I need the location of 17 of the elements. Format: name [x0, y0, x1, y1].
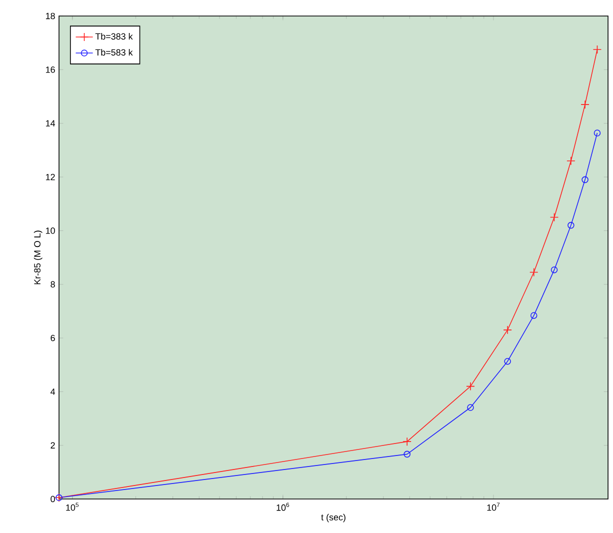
- y-tick-label: 14: [46, 120, 56, 126]
- y-tick-label: 0: [50, 496, 55, 502]
- y-tick-label: 18: [46, 12, 55, 20]
- legend-label: Tb=383 k: [95, 33, 133, 40]
- y-tick-label: 10: [46, 227, 55, 234]
- x-tick-label: 10$^{6}$: [276, 502, 290, 511]
- y-tick-label: 12: [46, 174, 55, 180]
- x-tick-label: 10$^{7}$: [487, 502, 500, 511]
- y-tick-label: 2: [50, 442, 55, 448]
- y-tick-label: 4: [50, 388, 56, 395]
- y-tick-label: 16: [46, 66, 55, 73]
- x-tick-label: 10$^{5}$: [66, 502, 79, 511]
- x-axis-title: t (sec): [321, 514, 346, 522]
- y-axis-title: Kr-85 (M O L): [34, 230, 42, 284]
- y-tick-label: 6: [50, 334, 55, 342]
- legend-label: Tb=583 k: [95, 48, 133, 56]
- y-tick-label: 8: [50, 281, 55, 288]
